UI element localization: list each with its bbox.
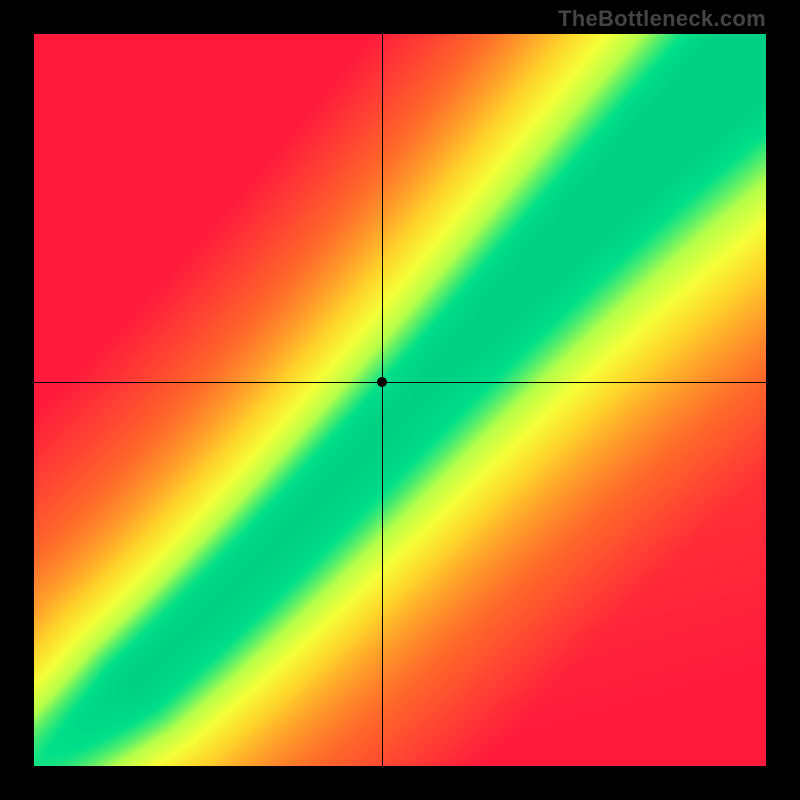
crosshair-vertical	[382, 34, 383, 766]
crosshair-horizontal	[34, 382, 766, 383]
watermark-text: TheBottleneck.com	[558, 6, 766, 32]
marker-dot	[377, 377, 387, 387]
heatmap-canvas	[34, 34, 766, 766]
plot-area	[34, 34, 766, 766]
